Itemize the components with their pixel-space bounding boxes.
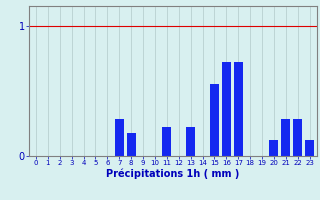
Bar [222,62,231,156]
Bar [127,133,136,156]
Bar [281,119,290,156]
Bar [293,119,302,156]
Bar [186,127,195,156]
Bar [210,84,219,156]
Bar [115,119,124,156]
Bar [162,127,171,156]
Bar [269,140,278,156]
X-axis label: Précipitations 1h ( mm ): Précipitations 1h ( mm ) [106,169,239,179]
Bar [234,62,243,156]
Bar [305,140,314,156]
